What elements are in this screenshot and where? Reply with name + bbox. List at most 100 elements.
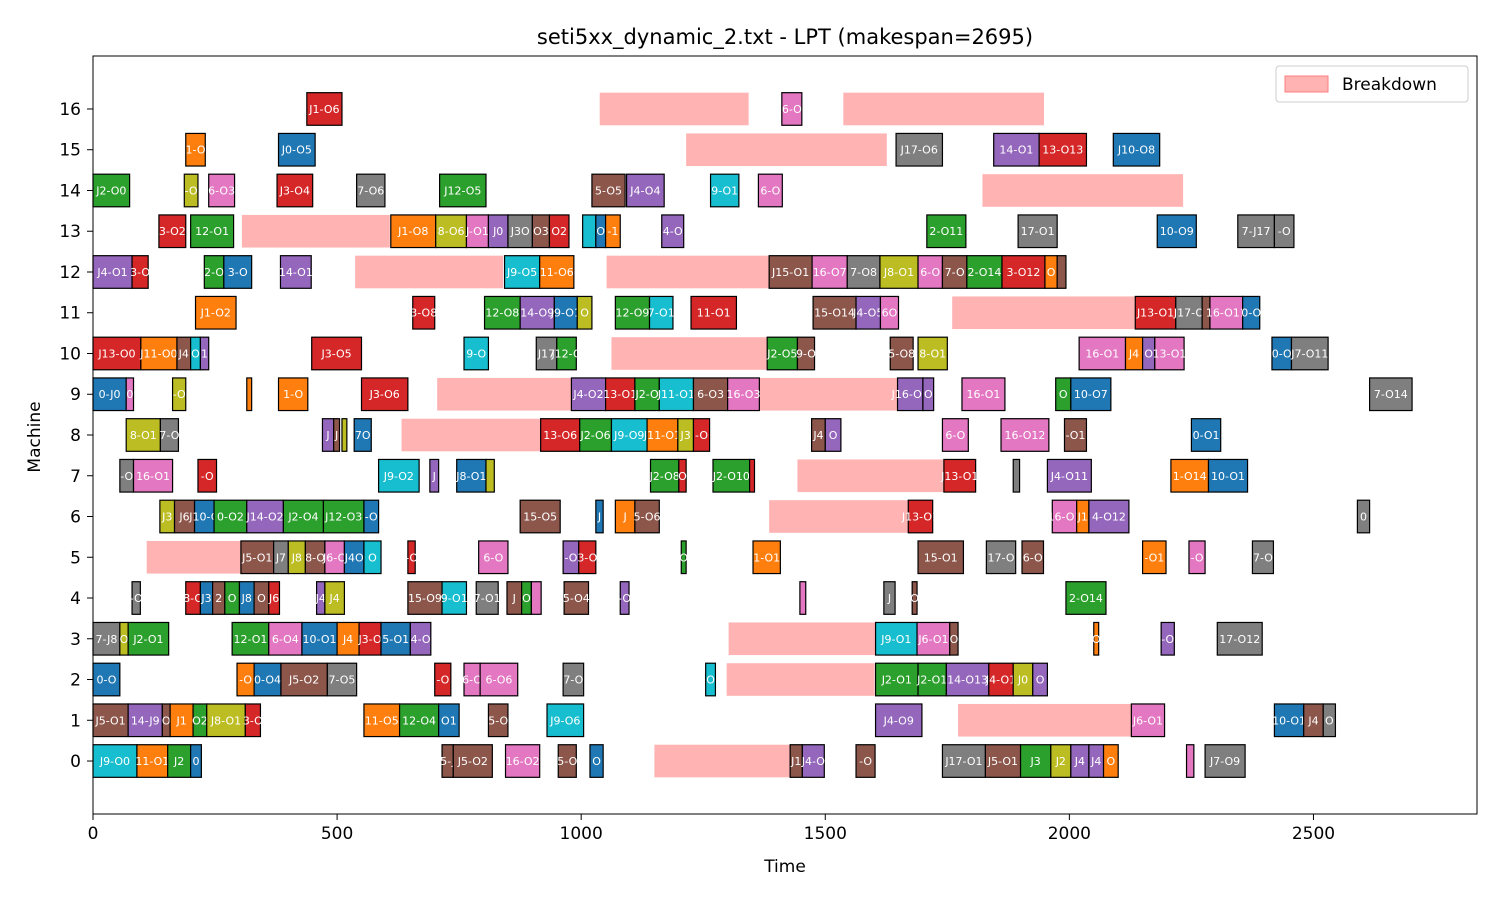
- operation-label: J17-O1: [944, 755, 982, 768]
- operation-label: J3: [1030, 755, 1041, 768]
- operation-label: 6-O: [782, 103, 802, 116]
- operation-label: 7-O1: [648, 307, 675, 320]
- operation-label: J: [432, 470, 436, 483]
- operation-bar: [435, 214, 468, 249]
- operation-bar: [92, 173, 131, 208]
- operation-label: 15-O5: [523, 511, 557, 524]
- operation-label: -O: [1191, 551, 1204, 564]
- breakdown-bar: [982, 174, 1184, 207]
- operation-label: J-O1: [465, 225, 489, 238]
- operation-label: J4: [812, 429, 823, 442]
- operation-bar: [811, 255, 848, 289]
- operation-bar: [407, 581, 443, 615]
- operation-bar: [92, 336, 142, 371]
- operation-label: 6-O: [462, 674, 482, 687]
- operation-bar: [485, 458, 495, 493]
- operation-label: J9-O9: [613, 429, 644, 442]
- operation-bar: [504, 744, 541, 778]
- operation-label: -O: [239, 674, 252, 687]
- operation-label: -O: [201, 470, 214, 483]
- operation-label: 6-O: [760, 184, 780, 197]
- operation-bar: [1021, 540, 1045, 575]
- operation-bar: [917, 540, 965, 575]
- operation-bar: [409, 621, 432, 656]
- operation-label: J13-O1: [1136, 307, 1174, 320]
- operation-bar: [1088, 499, 1130, 534]
- operation-bar: [578, 540, 597, 575]
- operation-label: J5-O1: [241, 551, 272, 564]
- operation-label: 10-O7: [1074, 388, 1108, 401]
- operation-bar: [341, 418, 348, 452]
- operation-bar: [812, 295, 857, 330]
- x-tick-label: 1000: [560, 824, 603, 844]
- operation-bar: [530, 581, 542, 615]
- operation-bar: [879, 255, 919, 289]
- operation-label: 3-O: [130, 266, 150, 279]
- operation-bar: [589, 744, 604, 778]
- operation-bar: [92, 703, 129, 738]
- x-tick-label: 2500: [1292, 824, 1335, 844]
- operation-label: 11-O1: [697, 307, 731, 320]
- operation-bar: [132, 458, 174, 493]
- operation-label: J8: [291, 551, 302, 564]
- operation-bar: [131, 581, 141, 615]
- operation-bar: [1134, 295, 1177, 330]
- operation-label: 2-O: [204, 266, 224, 279]
- operation-label: O: [162, 714, 171, 727]
- operation-label: O: [120, 633, 129, 646]
- operation-bar: [1290, 336, 1329, 371]
- operation-label: J12-O: [550, 347, 582, 360]
- operation-bar: [604, 214, 621, 249]
- operation-bar: [475, 581, 499, 615]
- operation-label: 7-O6: [357, 184, 384, 197]
- operation-label: 15-O1: [924, 551, 958, 564]
- operation-label: O: [829, 429, 838, 442]
- legend-box: [1275, 65, 1469, 103]
- operation-bar: [1038, 132, 1088, 167]
- operation-bar: [185, 132, 206, 167]
- operation-bar: [1046, 458, 1092, 493]
- operation-bar: [407, 540, 416, 575]
- operation-label: J9-O1: [550, 307, 581, 320]
- operation-bar: [1207, 458, 1249, 493]
- operation-bar: [131, 255, 149, 289]
- operation-label: J9-O1: [880, 633, 911, 646]
- operation-bar: [456, 458, 487, 493]
- operation-bar: [363, 703, 401, 738]
- operation-bar: [240, 540, 275, 575]
- operation-bar: [127, 621, 170, 656]
- operation-label: J1: [175, 714, 186, 727]
- operation-bar: [1141, 540, 1167, 575]
- operation-label: O: [706, 674, 715, 687]
- operation-bar: [799, 581, 807, 615]
- operation-bar: [917, 662, 947, 697]
- operation-label: J3-O5: [321, 347, 352, 360]
- operation-bar: [604, 377, 636, 412]
- operation-label: J9-O0: [99, 755, 130, 768]
- plot-frame: [92, 55, 1478, 815]
- y-tick-label: 16: [59, 100, 81, 120]
- operation-label: J: [512, 592, 516, 605]
- operation-bar: [678, 458, 687, 493]
- operation-bar: [570, 377, 607, 412]
- operation-label: -O1: [1144, 551, 1164, 564]
- operation-label: 12-O1: [195, 225, 229, 238]
- operation-bar: [429, 458, 440, 493]
- operation-label: 7O: [355, 429, 371, 442]
- operation-label: 7-O5: [329, 674, 356, 687]
- operation-bar: [1078, 336, 1127, 371]
- operation-label: 0-O: [96, 674, 116, 687]
- operation-label: 0: [126, 388, 133, 401]
- operation-label: J9-O5: [506, 266, 537, 279]
- operation-label: J3-O4: [279, 184, 310, 197]
- operation-label: O: [580, 307, 589, 320]
- operation-bar: [390, 214, 437, 249]
- operation-bar: [1368, 377, 1413, 412]
- operation-label: 17-O: [988, 551, 1015, 564]
- operation-label: 5-O6: [634, 511, 661, 524]
- operation-label: J2-O8: [649, 470, 680, 483]
- operation-label: J4: [178, 347, 189, 360]
- operation-bar: [1175, 295, 1203, 330]
- operation-bar: [277, 132, 316, 167]
